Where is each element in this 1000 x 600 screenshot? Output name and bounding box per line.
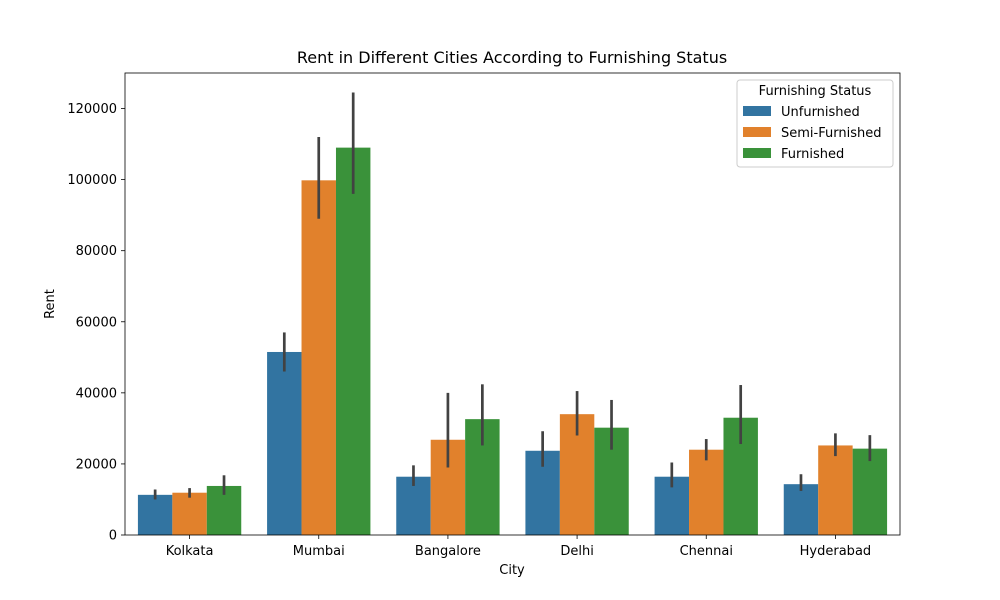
x-tick-label: Kolkata	[166, 544, 214, 559]
y-tick-label: 120000	[67, 102, 117, 117]
legend-label: Semi-Furnished	[781, 126, 881, 141]
x-tick-label: Delhi	[560, 544, 593, 559]
legend-label: Furnished	[781, 147, 844, 162]
y-axis-title: Rent	[43, 289, 58, 319]
bar-mumbai-furnished	[335, 147, 371, 535]
x-tick-label: Bangalore	[415, 544, 481, 559]
bar-mumbai-semi-furnished	[301, 180, 336, 535]
legend: Furnishing Status Unfurnished Semi-Furnish…	[736, 79, 894, 168]
legend-swatch	[743, 148, 771, 158]
bar-mumbai-unfurnished	[267, 351, 302, 535]
legend-box	[736, 79, 894, 168]
y-tick-label: 20000	[76, 457, 117, 472]
bar-kolkata-semi-furnished	[172, 492, 207, 535]
x-tick-label: Mumbai	[293, 544, 345, 559]
bar-chennai-semi-furnished	[689, 449, 724, 535]
legend-title: Furnishing Status	[759, 84, 872, 99]
legend-swatch	[743, 106, 771, 116]
legend-label: Unfurnished	[781, 105, 860, 120]
y-tick-label: 60000	[76, 315, 117, 330]
plot-frame	[124, 72, 901, 536]
x-axis-title: City	[499, 563, 525, 578]
bar-kolkata-unfurnished	[137, 494, 173, 535]
chart-title: Rent in Different Cities According to Fu…	[297, 48, 727, 67]
bar-hyderabad-furnished	[852, 448, 888, 535]
legend-swatch	[743, 127, 771, 137]
y-tick-label: 0	[109, 529, 117, 544]
bar-bangalore-unfurnished	[396, 476, 431, 535]
bar-hyderabad-unfurnished	[783, 484, 819, 535]
y-tick-label: 40000	[76, 386, 117, 401]
y-tick-label: 100000	[67, 173, 117, 188]
x-tick-label: Chennai	[680, 544, 733, 559]
bar-hyderabad-semi-furnished	[818, 445, 853, 535]
x-tick-label: Hyderabad	[800, 544, 872, 559]
y-tick-label: 80000	[76, 244, 117, 259]
